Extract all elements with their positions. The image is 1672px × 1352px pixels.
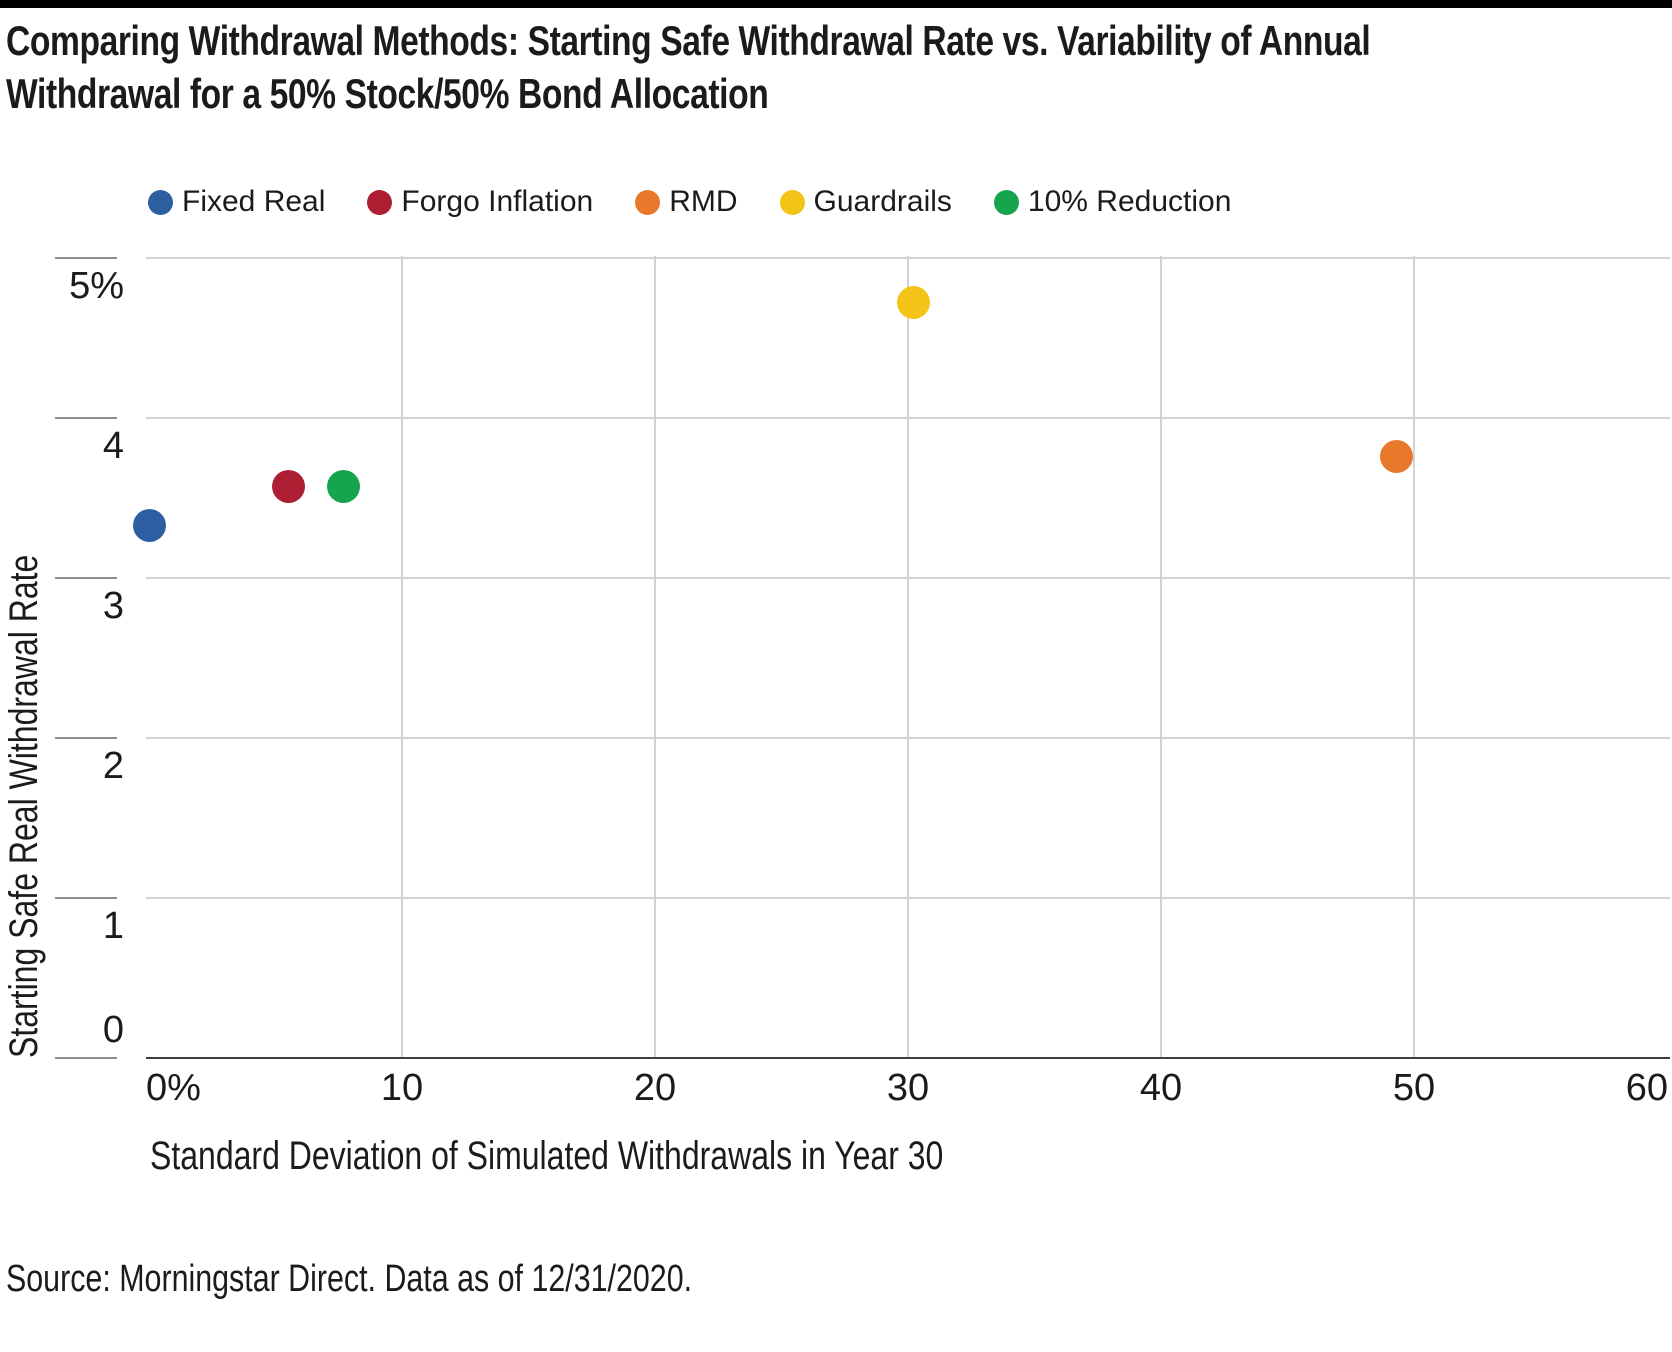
y-tick-label: 0 bbox=[102, 1009, 124, 1051]
y-tick bbox=[55, 417, 117, 419]
legend-item: Guardrails bbox=[779, 185, 952, 219]
y-gridline bbox=[146, 737, 1670, 739]
x-tick-label: 50 bbox=[1392, 1067, 1436, 1109]
x-tick-label: 30 bbox=[886, 1067, 930, 1109]
legend-item: 10% Reduction bbox=[993, 185, 1232, 219]
data-point-guardrails bbox=[896, 286, 930, 320]
y-gridline bbox=[146, 1057, 1670, 1059]
top-accent-bar bbox=[0, 0, 1672, 8]
chart-title: Comparing Withdrawal Methods: Starting S… bbox=[6, 14, 1666, 120]
x-tick-label: 40 bbox=[1139, 1067, 1183, 1109]
y-tick bbox=[55, 577, 117, 579]
y-gridline bbox=[146, 417, 1670, 419]
y-tick-label: 3 bbox=[102, 585, 124, 627]
x-gridline bbox=[1413, 256, 1415, 1059]
legend-item: RMD bbox=[635, 185, 738, 219]
y-gridline bbox=[146, 257, 1670, 259]
y-tick-label: 1 bbox=[102, 905, 124, 947]
x-axis-title: Standard Deviation of Simulated Withdraw… bbox=[150, 1134, 944, 1178]
legend-marker bbox=[148, 189, 173, 215]
data-point-forgo-inflation bbox=[271, 470, 305, 504]
x-gridline bbox=[907, 256, 909, 1059]
y-tick bbox=[55, 1057, 117, 1059]
legend-label: 10% Reduction bbox=[1027, 185, 1232, 218]
data-point-rmd bbox=[1379, 439, 1413, 473]
y-tick-label: 4 bbox=[102, 425, 124, 467]
y-axis-title: Starting Safe Real Withdrawal Rate bbox=[2, 554, 46, 1058]
y-gridline bbox=[146, 577, 1670, 579]
chart-legend: Fixed Real Forgo Inflation RMD Guardrails 10… bbox=[148, 184, 1231, 220]
legend-marker bbox=[779, 189, 805, 215]
y-tick bbox=[55, 257, 117, 259]
legend-label: Fixed Real bbox=[182, 185, 326, 218]
x-tick-label: 0% bbox=[146, 1067, 201, 1109]
y-tick bbox=[55, 897, 117, 899]
legend-marker bbox=[635, 189, 661, 215]
y-tick bbox=[55, 737, 117, 739]
source-note: Source: Morningstar Direct. Data as of 1… bbox=[6, 1258, 693, 1300]
legend-label: RMD bbox=[669, 185, 738, 218]
x-gridline bbox=[1160, 256, 1162, 1059]
chart-title-line: Withdrawal for a 50% Stock/50% Bond Allo… bbox=[6, 70, 769, 117]
x-gridline bbox=[401, 256, 403, 1059]
y-tick-label: 2 bbox=[102, 745, 124, 787]
legend-item: Forgo Inflation bbox=[367, 185, 593, 219]
y-tick-label: 5% bbox=[69, 265, 124, 307]
legend-label: Guardrails bbox=[813, 185, 952, 218]
data-point-fixed-real bbox=[132, 508, 166, 542]
legend-marker bbox=[367, 189, 393, 215]
legend-item: Fixed Real bbox=[148, 185, 325, 219]
x-gridline bbox=[654, 256, 656, 1059]
x-tick-label: 20 bbox=[633, 1067, 677, 1109]
legend-label: Forgo Inflation bbox=[401, 185, 594, 218]
y-gridline bbox=[146, 897, 1670, 899]
legend-marker bbox=[993, 189, 1019, 215]
x-tick-label: 60 bbox=[1625, 1067, 1668, 1109]
chart-title-line: Comparing Withdrawal Methods: Starting S… bbox=[6, 17, 1371, 64]
data-point-10-reduction bbox=[327, 470, 361, 504]
x-tick-label: 10 bbox=[380, 1067, 424, 1109]
